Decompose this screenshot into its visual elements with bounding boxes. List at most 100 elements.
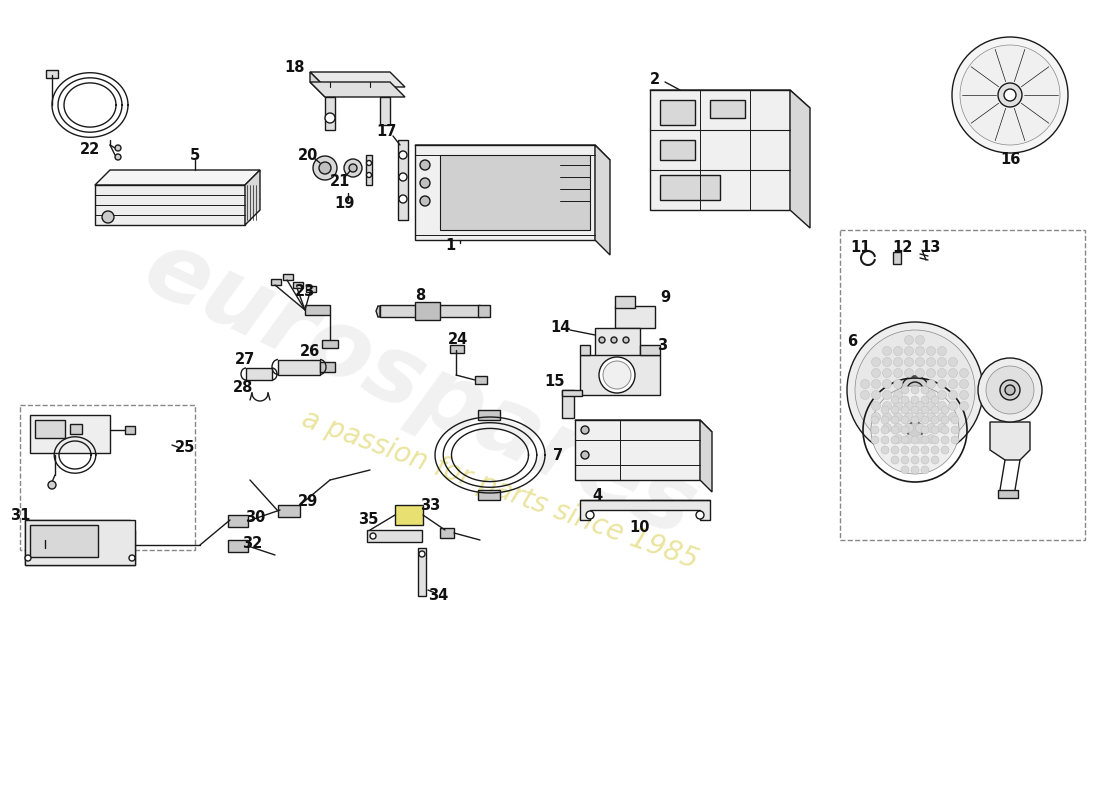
Circle shape bbox=[940, 406, 949, 414]
Circle shape bbox=[986, 366, 1034, 414]
Text: 5: 5 bbox=[190, 147, 200, 162]
Circle shape bbox=[600, 357, 635, 393]
Circle shape bbox=[129, 555, 135, 561]
Circle shape bbox=[915, 335, 924, 345]
Polygon shape bbox=[440, 155, 590, 230]
Bar bbox=[125, 426, 135, 434]
Text: 14: 14 bbox=[550, 321, 570, 335]
Text: 12: 12 bbox=[893, 241, 913, 255]
Circle shape bbox=[855, 330, 975, 450]
Circle shape bbox=[921, 386, 929, 394]
Text: 13: 13 bbox=[920, 241, 940, 255]
Circle shape bbox=[882, 369, 891, 378]
Circle shape bbox=[904, 358, 913, 366]
Text: 27: 27 bbox=[235, 353, 255, 367]
Circle shape bbox=[911, 446, 918, 454]
Circle shape bbox=[904, 335, 913, 345]
Circle shape bbox=[871, 379, 880, 389]
Bar bbox=[450, 345, 464, 353]
Circle shape bbox=[893, 413, 902, 422]
Circle shape bbox=[926, 346, 935, 355]
Circle shape bbox=[952, 436, 959, 444]
Circle shape bbox=[48, 481, 56, 489]
Bar bbox=[660, 175, 720, 200]
Text: 28: 28 bbox=[233, 381, 253, 395]
Circle shape bbox=[102, 211, 114, 223]
Circle shape bbox=[959, 390, 968, 399]
Bar bbox=[478, 490, 500, 500]
Circle shape bbox=[948, 379, 957, 389]
Bar bbox=[228, 515, 248, 527]
Circle shape bbox=[937, 369, 946, 378]
Circle shape bbox=[314, 156, 337, 180]
Circle shape bbox=[420, 178, 430, 188]
Bar bbox=[478, 410, 500, 420]
Circle shape bbox=[921, 396, 929, 404]
Polygon shape bbox=[580, 500, 710, 520]
Circle shape bbox=[871, 402, 880, 410]
Circle shape bbox=[366, 161, 372, 166]
Text: 7: 7 bbox=[553, 447, 563, 462]
Circle shape bbox=[901, 436, 909, 444]
Circle shape bbox=[419, 551, 425, 557]
Circle shape bbox=[891, 426, 899, 434]
Bar bbox=[20, 405, 195, 550]
Circle shape bbox=[921, 446, 929, 454]
Text: 29: 29 bbox=[298, 494, 318, 510]
Circle shape bbox=[904, 346, 913, 355]
Bar bbox=[415, 302, 440, 320]
Circle shape bbox=[891, 436, 899, 444]
Circle shape bbox=[921, 406, 929, 414]
Circle shape bbox=[116, 145, 121, 151]
Circle shape bbox=[901, 466, 909, 474]
Bar bbox=[562, 390, 582, 396]
Circle shape bbox=[891, 446, 899, 454]
Bar bbox=[70, 424, 82, 434]
Text: 3: 3 bbox=[657, 338, 667, 353]
Text: 9: 9 bbox=[660, 290, 670, 306]
Circle shape bbox=[911, 406, 918, 414]
Circle shape bbox=[911, 386, 918, 394]
Circle shape bbox=[921, 416, 929, 424]
Polygon shape bbox=[580, 355, 660, 395]
Bar bbox=[305, 305, 330, 315]
Circle shape bbox=[952, 37, 1068, 153]
Circle shape bbox=[926, 379, 935, 389]
Bar bbox=[40, 548, 49, 553]
Circle shape bbox=[948, 390, 957, 399]
Text: 8: 8 bbox=[415, 289, 425, 303]
Bar bbox=[25, 520, 135, 565]
Circle shape bbox=[1004, 89, 1016, 101]
Polygon shape bbox=[415, 145, 610, 160]
Text: 11: 11 bbox=[850, 241, 871, 255]
Text: 32: 32 bbox=[242, 535, 262, 550]
Bar bbox=[228, 540, 248, 552]
Polygon shape bbox=[310, 82, 405, 97]
Bar bbox=[478, 305, 490, 317]
Bar bbox=[998, 490, 1018, 498]
Text: eurospares: eurospares bbox=[130, 222, 711, 558]
Circle shape bbox=[603, 361, 631, 389]
Circle shape bbox=[937, 390, 946, 399]
Circle shape bbox=[882, 413, 891, 422]
Text: 19: 19 bbox=[334, 197, 355, 211]
Circle shape bbox=[871, 413, 880, 422]
Polygon shape bbox=[310, 72, 324, 97]
Polygon shape bbox=[278, 360, 320, 375]
Bar bbox=[293, 282, 303, 288]
Bar bbox=[366, 155, 372, 185]
Circle shape bbox=[893, 390, 902, 399]
Bar bbox=[840, 230, 1085, 540]
Bar bbox=[395, 505, 424, 525]
Circle shape bbox=[911, 456, 918, 464]
Text: 1: 1 bbox=[444, 238, 455, 253]
Circle shape bbox=[893, 402, 902, 410]
Bar bbox=[615, 296, 635, 308]
Circle shape bbox=[908, 382, 923, 398]
Circle shape bbox=[901, 416, 909, 424]
Polygon shape bbox=[700, 420, 712, 492]
Circle shape bbox=[940, 436, 949, 444]
Circle shape bbox=[931, 446, 939, 454]
Circle shape bbox=[881, 416, 889, 424]
Circle shape bbox=[978, 358, 1042, 422]
